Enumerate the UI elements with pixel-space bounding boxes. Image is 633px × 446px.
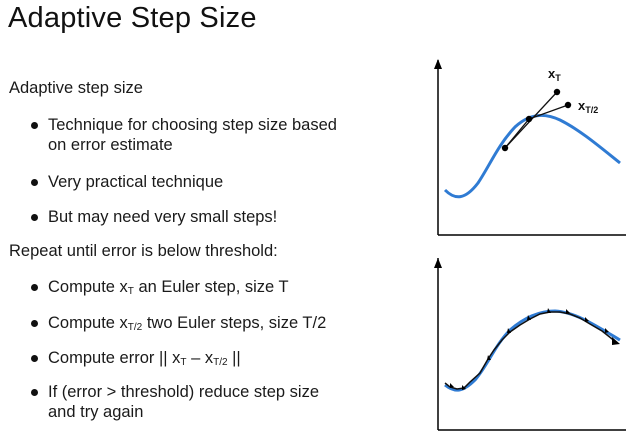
bullet-dot [31,284,38,291]
text-part: an Euler step, size T [133,278,289,296]
bullet-small-steps: But may need very small steps! [31,207,411,227]
step-marker [507,328,511,333]
bullet-dot [31,214,38,221]
subscript: T [180,357,187,368]
slide-title: Adaptive Step Size [8,2,257,34]
text-part: Compute x [48,314,128,332]
label-xt2: xT/2 [578,98,598,115]
step-marker [527,315,531,320]
small-step-markers [450,308,609,390]
bullet-text: But may need very small steps! [48,208,278,226]
top-point-xt [553,88,561,96]
bullet-dot [31,389,38,396]
bullet-practical: Very practical technique [31,172,411,192]
top-y-axis-arrowhead [434,59,442,69]
bullet-compute-error: Compute error || xT – xT/2 || [31,348,411,368]
top-point-start [501,144,509,152]
bullet-dot [31,122,38,129]
step-marker [566,309,570,314]
bottom-true-curve [444,309,621,392]
bullet-text: Very practical technique [48,173,224,191]
bullet-dot [31,355,38,362]
euler-figures: xT xT/2 [434,59,626,431]
bullet-text: If (error > threshold) reduce step size [48,383,319,401]
bullet-text: Compute xT an Euler step, size T [48,277,411,297]
step-marker [585,317,589,322]
step-marker [487,355,491,360]
subscript: T/2 [213,357,228,368]
heading-adaptive-step-size: Adaptive step size [9,79,143,97]
bottom-curve-arrowhead [612,337,620,345]
bullet-text-continued: and try again [48,403,144,421]
top-figure: xT xT/2 [434,59,626,236]
step-marker [547,308,551,313]
top-point-mid [525,115,533,123]
bullet-dot [31,320,38,327]
text-part: two Euler steps, size T/2 [142,314,327,332]
label-xt-base: x [548,66,556,81]
bottom-y-axis-arrowhead [434,258,442,268]
text-part: Compute error || x [48,349,181,367]
top-true-curve [443,113,621,199]
label-xt2-sub: T/2 [585,105,598,115]
step-marker [605,328,609,333]
bullet-text: Technique for choosing step size based [48,116,337,134]
bullet-compute-xt2: Compute xT/2 two Euler steps, size T/2 [31,313,411,333]
top-point-xt2 [564,101,572,109]
label-xt-sub: T [555,73,561,83]
bullet-dot [31,179,38,186]
label-xt2-base: x [578,98,586,113]
text-part: || [227,349,241,367]
step-marker [450,383,454,388]
subscript: T [127,286,134,297]
text-part: Compute x [48,278,128,296]
bullet-text: Compute error || xT – xT/2 || [48,348,411,368]
bullet-if-error: If (error > threshold) reduce step size … [31,382,411,422]
label-xt: xT [548,66,561,83]
step-marker [462,385,466,390]
heading-repeat: Repeat until error is below threshold: [9,242,278,260]
text-part: – x [186,349,214,367]
bullet-text-continued: on error estimate [48,136,173,154]
bottom-figure [434,258,626,431]
bullet-text: Compute xT/2 two Euler steps, size T/2 [48,313,411,333]
subscript: T/2 [127,322,143,333]
bullet-technique: Technique for choosing step size based o… [31,115,411,155]
small-euler-steps [444,311,617,390]
bullet-compute-xt: Compute xT an Euler step, size T [31,277,411,297]
